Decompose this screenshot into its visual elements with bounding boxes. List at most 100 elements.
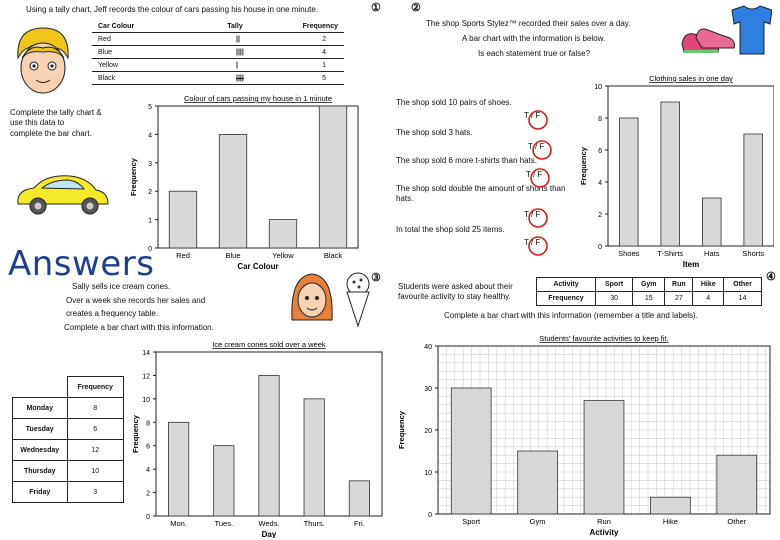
answer-circle (528, 236, 548, 256)
q2-intro-line: The shop Sports Stylez™ recorded their s… (426, 19, 631, 28)
answer-circle (532, 140, 552, 160)
q2-true-false[interactable]: T / F (524, 111, 541, 120)
x-axis-label: Item (683, 260, 699, 269)
activity-value: 15 (632, 291, 666, 306)
answer-circle (528, 110, 548, 130)
clothing-sales-bar-chart: 0 2 4 6 8 10 Shoes T-Shirts Hats Shorts Clothing s… (579, 74, 774, 269)
bar-shorts (743, 133, 763, 247)
tally-row: Black |||| 5 (92, 71, 344, 85)
q4-instruction: Complete a bar chart with this informati… (444, 311, 698, 320)
x-tick-label: Blue (225, 251, 240, 260)
x-axis-label: Day (262, 530, 277, 538)
activities-bar-chart: 0 10 20 30 40 Sport Gym Run Hike Other Students' f… (397, 334, 771, 537)
tally-row: Blue |||| 4 (92, 45, 344, 59)
tally-header-tally: Tally (174, 20, 296, 33)
x-tick-label: Run (597, 517, 611, 526)
answer-circle (528, 208, 548, 228)
x-tick-label: Hike (663, 517, 678, 526)
x-tick-label: Sport (462, 517, 481, 526)
q4-number: ④ (766, 271, 776, 283)
table-day: Monday (12, 397, 68, 419)
bar-hats (702, 197, 722, 247)
answer-circle (530, 168, 550, 188)
table-row: Monday 8 (12, 397, 124, 419)
y-tick-label: 2 (146, 491, 150, 498)
y-tick-label: 10 (142, 397, 150, 404)
bar-gym (517, 450, 558, 515)
table-row: Wednesday 12 (12, 439, 124, 461)
ice-cream-icon (346, 272, 370, 328)
tally-header-frequency: Frequency (296, 20, 344, 33)
bar-black (318, 105, 348, 249)
tally-frequency: 5 (296, 71, 344, 85)
x-tick-label: Gym (530, 517, 546, 526)
ice-cream-frequency-table: Frequency Monday 8 Tuesday 6 Wednesday 1… (12, 376, 124, 503)
y-tick-label: 8 (146, 420, 150, 427)
tally-header-colour: Car Colour (92, 20, 174, 33)
tally-marks: |||| (174, 71, 296, 85)
q2-statement: The shop sold 3 hats. (396, 128, 473, 137)
q1-number: ① (371, 2, 381, 14)
trainers-icon (681, 28, 735, 53)
q2-intro-line: Is each statement true or false? (478, 49, 591, 59)
y-tick-label: 10 (594, 84, 602, 91)
y-tick-label: 30 (424, 386, 432, 393)
tally-chart: Car Colour Tally Frequency Red || 2 Blue… (92, 20, 344, 85)
chart-title: Students' favourite activities to keep f… (539, 334, 668, 343)
x-axis-label: Car Colour (237, 262, 278, 271)
bar-fri (348, 480, 370, 517)
plot-frame (157, 105, 359, 249)
table-frequency: 3 (66, 481, 124, 503)
y-tick-label: 4 (598, 180, 602, 187)
q2-true-false[interactable]: T / F (524, 238, 541, 247)
tally-marks: | (174, 58, 296, 72)
x-tick-label: Hats (704, 249, 720, 258)
y-tick-label: 20 (424, 428, 432, 435)
tally-colour: Blue (92, 45, 174, 59)
y-tick-label: 2 (148, 189, 152, 196)
clothing-icons (681, 5, 772, 55)
y-tick-label: 0 (146, 514, 150, 521)
x-axis-label: Activity (590, 528, 619, 537)
q4-intro-line: Students were asked about their (398, 282, 513, 291)
bar-yellow (268, 219, 298, 249)
x-tick-label: Tues. (215, 519, 233, 528)
q2-intro: The shop Sports Stylez™ recorded their s… (426, 16, 630, 62)
y-tick-label: 0 (598, 244, 602, 251)
x-tick-label: T-Shirts (657, 249, 683, 258)
q2-statement: The shop sold double the amount of short… (396, 184, 566, 204)
q1-instruction-line: complete the bar chart. (10, 128, 92, 138)
bar-tues (213, 445, 235, 517)
tally-colour: Black (92, 71, 174, 85)
q3-intro-line: Over a week she records her sales and (66, 295, 206, 305)
table-day: Wednesday (12, 439, 68, 461)
x-tick-label: Mon. (170, 519, 187, 528)
bar-mon (168, 421, 190, 517)
bar-tshirts (660, 101, 680, 247)
q2-true-false[interactable]: T / F (524, 210, 541, 219)
q4-intro: Students were asked about their favourit… (398, 282, 513, 303)
q3-intro-line: Sally sells ice cream cones. (72, 282, 171, 291)
q2-true-false[interactable]: T / F (528, 142, 545, 151)
table-frequency: 12 (66, 439, 124, 461)
x-tick-label: Red (176, 251, 190, 260)
table-day: Tuesday (12, 418, 68, 440)
bar-sport (450, 387, 492, 515)
y-tick-label: 0 (148, 246, 152, 253)
plot-frame (607, 85, 774, 247)
y-tick-label: 2 (598, 212, 602, 219)
y-tick-label: 4 (146, 467, 150, 474)
activity-value: 27 (664, 291, 694, 306)
activity-header: Gym (632, 277, 666, 292)
activity-header: Activity (536, 277, 596, 292)
q2-statement: In total the shop sold 25 items. (396, 225, 505, 234)
activity-row-label: Frequency (536, 291, 596, 306)
q2-true-false[interactable]: T / F (526, 170, 543, 179)
q1-intro: Using a tally chart, Jeff records the co… (26, 5, 319, 14)
yellow-car-icon (17, 175, 109, 215)
activity-header: Hike (692, 277, 724, 292)
y-axis-label: Frequency (131, 414, 140, 453)
bar-weds (258, 375, 280, 517)
bar-blue (218, 134, 248, 249)
y-tick-label: 5 (148, 104, 152, 111)
